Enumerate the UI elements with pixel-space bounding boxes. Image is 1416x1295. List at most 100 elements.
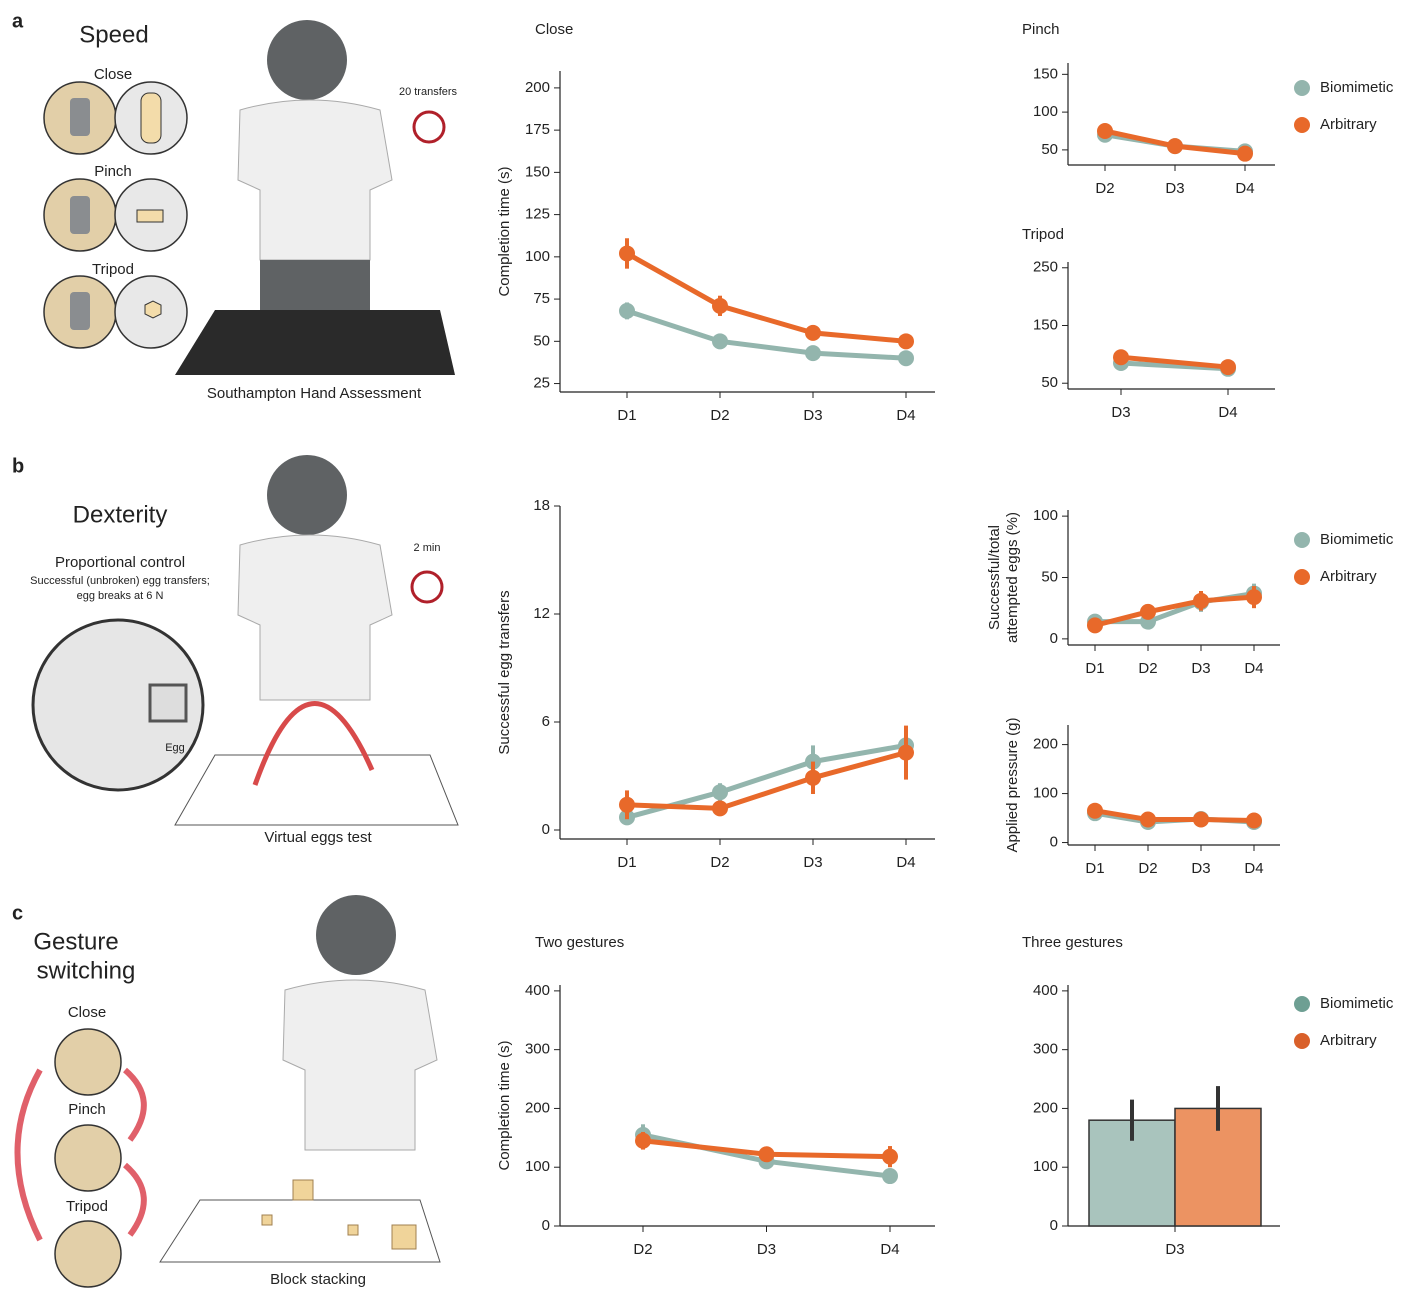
point xyxy=(619,303,635,319)
y-axis-label: Completion time (s) xyxy=(496,166,513,296)
point xyxy=(898,333,914,349)
y-tick-label: 75 xyxy=(533,290,550,307)
table xyxy=(175,755,458,825)
caption: Virtual eggs test xyxy=(264,829,372,846)
legend-label: Biomimetic xyxy=(1320,79,1394,96)
point xyxy=(805,345,821,361)
y-tick-label: 400 xyxy=(525,982,550,999)
note: Successful (unbroken) egg transfers; xyxy=(30,575,210,587)
chart: Three gestures0100200300400D3BiomimeticA… xyxy=(1022,934,1394,1258)
point xyxy=(882,1149,898,1165)
point xyxy=(1237,146,1253,162)
y-tick-label: 150 xyxy=(1033,316,1058,333)
legend-label: Arbitrary xyxy=(1320,1032,1377,1049)
figure: a Speed Close Pinch Tripod 20 transfers … xyxy=(0,0,1416,1290)
x-tick-label: D3 xyxy=(803,407,822,424)
point xyxy=(805,325,821,341)
grip-label: Close xyxy=(68,1004,106,1021)
y-tick-label: 100 xyxy=(1033,103,1058,120)
chart-title: Three gestures xyxy=(1022,934,1123,951)
y-tick-label: 0 xyxy=(1050,834,1058,851)
note: egg breaks at 6 N xyxy=(77,590,164,602)
panel-letter: a xyxy=(12,10,24,32)
y-tick-label: 12 xyxy=(533,605,550,622)
panel-title: switching xyxy=(37,957,136,984)
point xyxy=(882,1168,898,1184)
grip-label: Pinch xyxy=(68,1101,106,1118)
y-axis-label: Completion time (s) xyxy=(496,1040,513,1170)
chart: Successful/totalattempted eggs (%)050100… xyxy=(986,507,1394,677)
illustration-c: c Gesture switching Close Pinch Tripod B… xyxy=(12,895,440,1288)
point xyxy=(712,800,728,816)
chart-title: Close xyxy=(535,21,573,38)
x-tick-label: D3 xyxy=(757,1241,776,1258)
y-axis-label: Successful egg transfers xyxy=(496,590,513,754)
y-tick-label: 100 xyxy=(1033,507,1058,524)
panel-letter: b xyxy=(12,455,24,477)
y-tick-label: 6 xyxy=(542,713,550,730)
chart: Two gesturesCompletion time (s)010020030… xyxy=(496,934,935,1258)
panel-letter: c xyxy=(12,902,23,924)
grip-label: Pinch xyxy=(94,163,132,180)
legend-marker xyxy=(1294,80,1310,96)
chart-title: Tripod xyxy=(1022,226,1064,243)
series-line xyxy=(627,753,906,809)
x-tick-label: D2 xyxy=(633,1241,652,1258)
point xyxy=(1087,617,1103,633)
x-tick-label: D1 xyxy=(617,854,636,871)
point xyxy=(898,350,914,366)
point xyxy=(1087,803,1103,819)
hand-icon xyxy=(55,1029,121,1095)
y-axis-label: Applied pressure (g) xyxy=(1004,717,1021,852)
y-axis-label: Successful/total xyxy=(986,525,1003,630)
point xyxy=(805,770,821,786)
point xyxy=(1140,812,1156,828)
point xyxy=(898,745,914,761)
legend-marker xyxy=(1294,532,1310,548)
person-torso xyxy=(283,980,437,1150)
legend-marker xyxy=(1294,117,1310,133)
y-tick-label: 100 xyxy=(525,1158,550,1175)
chart-title: Two gestures xyxy=(535,934,624,951)
y-tick-label: 200 xyxy=(1033,736,1058,753)
y-tick-label: 100 xyxy=(525,248,550,265)
point xyxy=(619,797,635,813)
legend-marker xyxy=(1294,569,1310,585)
y-tick-label: 200 xyxy=(1033,1099,1058,1116)
y-tick-label: 50 xyxy=(1041,141,1058,158)
y-tick-label: 0 xyxy=(542,1217,550,1234)
x-tick-label: D1 xyxy=(617,407,636,424)
y-tick-label: 250 xyxy=(1033,259,1058,276)
point xyxy=(712,333,728,349)
hand-icon xyxy=(55,1221,121,1287)
x-tick-label: D1 xyxy=(1085,660,1104,677)
y-tick-label: 175 xyxy=(525,121,550,138)
grip-label: Tripod xyxy=(66,1198,108,1215)
y-tick-label: 0 xyxy=(1050,1217,1058,1234)
board xyxy=(175,310,455,375)
person-head xyxy=(267,455,347,535)
x-tick-label: D2 xyxy=(710,407,729,424)
y-tick-label: 200 xyxy=(525,1099,550,1116)
x-tick-label: D4 xyxy=(880,1241,899,1258)
point xyxy=(1113,349,1129,365)
point xyxy=(1246,589,1262,605)
illustration-a: a Speed Close Pinch Tripod 20 transfers … xyxy=(12,10,458,402)
caption: Block stacking xyxy=(270,1271,366,1288)
y-tick-label: 200 xyxy=(525,79,550,96)
series-line xyxy=(627,253,906,341)
point xyxy=(759,1146,775,1162)
panel-title: Dexterity xyxy=(73,501,168,528)
point xyxy=(712,298,728,314)
y-tick-label: 125 xyxy=(525,206,550,223)
subtitle: Proportional control xyxy=(55,554,185,571)
y-tick-label: 0 xyxy=(1050,630,1058,647)
y-tick-label: 300 xyxy=(1033,1041,1058,1058)
point xyxy=(635,1133,651,1149)
person-torso xyxy=(238,535,392,700)
person-torso xyxy=(238,100,392,260)
